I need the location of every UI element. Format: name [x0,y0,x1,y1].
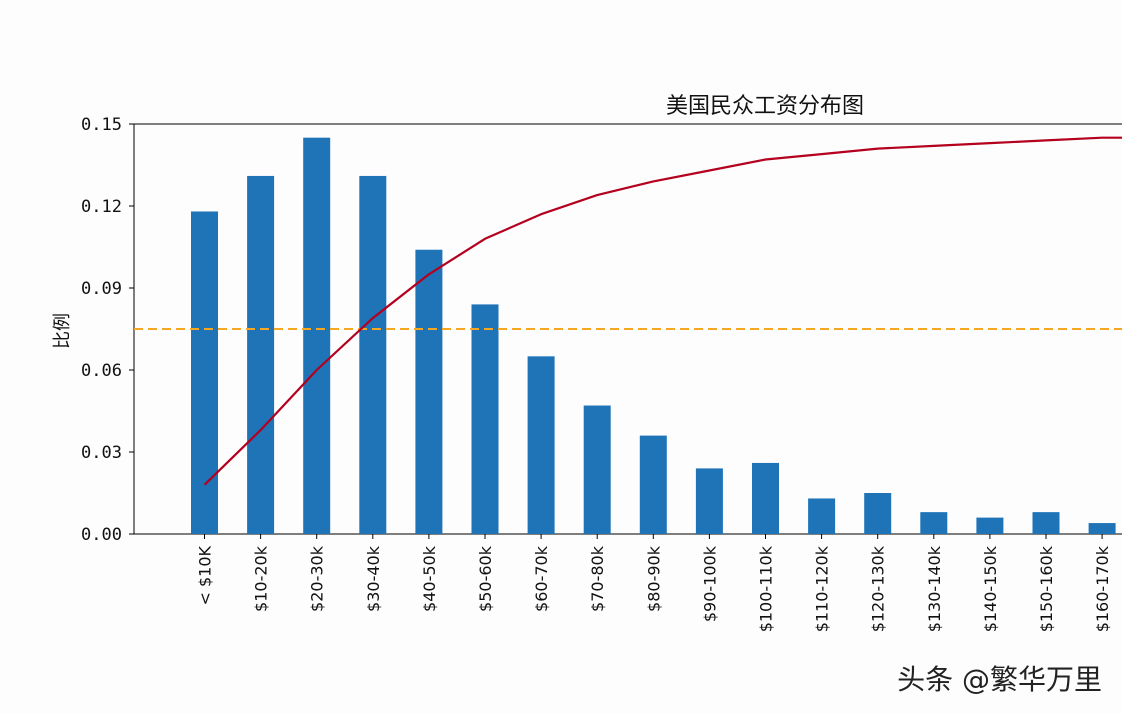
bar [247,175,275,534]
x-tick-label: $10-20k [252,545,271,612]
x-tick-label: $110-120k [813,545,832,632]
bar [415,249,443,534]
x-tick-label: $90-100k [700,545,719,622]
bar [920,512,948,534]
x-tick-label: $40-50k [420,545,439,612]
watermark: 头条 @繁华万里 [897,663,1102,696]
bar [864,493,892,534]
x-tick-label: $140-150k [981,545,1000,632]
y-tick-label: 0.15 [81,115,122,135]
bar [808,498,836,534]
x-tick-label: $30-40k [364,545,383,612]
x-tick-label: $60-70k [532,545,551,612]
bar [695,468,723,534]
plot-area: 0.00 0.03 0.06 0.09 0.12 0.15 < $10K $10-20k $20… [81,115,1122,632]
y-tick-label: 0.00 [81,525,122,545]
bar [583,405,611,534]
bar [359,175,387,534]
x-tick-label: $130-140k [925,545,944,632]
chart-title: 美国民众工资分布图 [666,94,864,119]
y-tick-label: 0.09 [81,279,122,299]
x-tick-label: $20-30k [308,545,327,612]
bar [1088,523,1116,534]
bar [527,356,555,534]
bar [639,435,667,534]
x-tick-label: $120-130k [869,545,888,632]
bar [752,462,779,534]
x-tick-label: < $10K [196,546,215,606]
x-tick-label: $80-90k [644,545,663,612]
y-axis-label: 比例 [52,313,73,349]
bar [191,211,218,534]
bar [976,517,1004,534]
x-tick-label: $70-80k [588,545,607,612]
bar [303,137,331,534]
cumulative-line [203,136,1122,486]
x-tick-label: $160-170k [1093,545,1112,632]
bar [471,304,499,534]
x-tick-label: $50-60k [476,545,495,612]
y-tick-label: 0.03 [81,443,122,463]
x-tick-label: $100-110k [757,545,776,632]
y-tick-label: 0.12 [81,197,122,217]
y-tick-label: 0.06 [81,361,122,381]
bar [1032,512,1060,534]
x-tick-label: $150-160k [1037,545,1056,632]
